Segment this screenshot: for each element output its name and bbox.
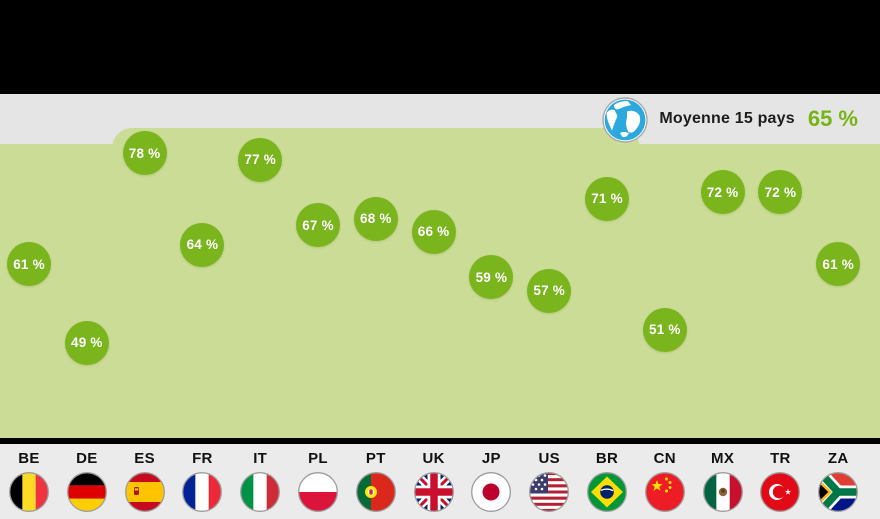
- bubble-pl: 67 %: [296, 203, 340, 248]
- flag-cn-icon: [644, 472, 685, 512]
- country-code-label: DE: [76, 450, 98, 467]
- flag-it-icon: [240, 472, 281, 512]
- country-code-label: ES: [134, 450, 155, 467]
- country-code-label: JP: [481, 450, 501, 467]
- country-column-cn: CN: [636, 444, 694, 519]
- average-chip: Moyenne 15 pays 65 %: [602, 94, 858, 144]
- bubble-value-label: 67 %: [302, 217, 334, 233]
- country-column-uk: UK: [405, 444, 463, 519]
- bubble-uk: 66 %: [411, 209, 456, 254]
- divider-bar: [0, 438, 880, 444]
- country-axis: BE DE ES FR IT PL PT UK JP US BR CN MX TR ZA: [0, 444, 880, 519]
- country-column-es: ES: [116, 444, 174, 519]
- country-column-tr: TR: [751, 444, 809, 519]
- bubble-tr: 72 %: [758, 170, 803, 215]
- bubble-us: 57 %: [527, 268, 572, 313]
- flag-jp-icon: [471, 472, 512, 512]
- bubble-cn: 51 %: [642, 307, 687, 352]
- bubble-value-label: 78 %: [128, 145, 161, 161]
- bubble-jp: 59 %: [469, 255, 514, 300]
- country-column-fr: FR: [173, 444, 231, 519]
- country-column-be: BE: [0, 444, 58, 519]
- bubble-value-label: 72 %: [706, 184, 739, 200]
- bubble-mx: 72 %: [700, 170, 745, 215]
- country-code-label: BE: [18, 450, 40, 467]
- country-column-mx: MX: [694, 444, 752, 519]
- flag-us-icon: [529, 472, 570, 512]
- bubble-value-label: 61 %: [13, 256, 45, 272]
- country-column-za: ZA: [809, 444, 867, 519]
- bubble-value-label: 51 %: [649, 322, 681, 338]
- flag-de-icon: [66, 472, 107, 512]
- bubble-be: 61 %: [7, 242, 51, 287]
- country-code-label: ZA: [827, 450, 849, 467]
- bubble-value-label: 72 %: [764, 184, 797, 200]
- flag-tr-icon: [760, 472, 801, 512]
- flag-uk-icon: [413, 472, 454, 512]
- bubble-es: 78 %: [122, 131, 167, 175]
- country-code-label: MX: [711, 450, 735, 467]
- bubble-it: 77 %: [238, 137, 283, 182]
- country-column-de: DE: [58, 444, 116, 519]
- bubble-br: 71 %: [585, 176, 629, 221]
- bubble-value-label: 61 %: [822, 256, 854, 272]
- flag-za-icon: [818, 472, 859, 512]
- flag-be-icon: [9, 472, 49, 512]
- country-code-label: UK: [422, 450, 445, 467]
- country-code-label: US: [538, 450, 560, 467]
- bubble-value-label: 66 %: [417, 224, 450, 240]
- flag-br-icon: [587, 472, 627, 512]
- country-code-label: IT: [253, 450, 268, 467]
- average-label: Moyenne 15 pays: [659, 110, 795, 127]
- country-column-us: US: [520, 444, 578, 519]
- globe-icon: [602, 97, 649, 143]
- country-column-br: BR: [578, 444, 636, 519]
- country-column-jp: JP: [462, 444, 520, 519]
- bubble-value-label: 57 %: [533, 283, 565, 299]
- bubble-value-label: 59 %: [475, 269, 508, 285]
- bubble-pt: 68 %: [353, 196, 398, 241]
- country-column-pt: PT: [347, 444, 405, 519]
- average-value: 65 %: [807, 106, 858, 131]
- country-code-label: FR: [192, 450, 213, 467]
- flag-fr-icon: [182, 472, 223, 512]
- bubble-value-label: 64 %: [186, 237, 219, 253]
- country-code-label: PT: [365, 450, 386, 467]
- bubble-value-label: 71 %: [591, 191, 623, 207]
- bubble-fr: 64 %: [180, 222, 225, 267]
- bubble-de: 49 %: [64, 320, 109, 365]
- bubble-za: 61 %: [816, 242, 861, 287]
- country-code-label: TR: [770, 450, 791, 467]
- flag-pl-icon: [298, 472, 338, 512]
- flag-es-icon: [124, 472, 165, 512]
- bubble-value-label: 49 %: [71, 335, 103, 351]
- country-code-label: CN: [653, 450, 676, 467]
- bubble-value-label: 77 %: [244, 152, 276, 168]
- flag-mx-icon: [702, 472, 743, 512]
- country-code-label: BR: [595, 450, 619, 467]
- country-column-pl: PL: [289, 444, 347, 519]
- top-banner: [0, 0, 880, 94]
- country-column-it: IT: [231, 444, 289, 519]
- flag-pt-icon: [355, 472, 396, 512]
- bubble-value-label: 68 %: [360, 211, 392, 226]
- country-code-label: PL: [308, 450, 328, 467]
